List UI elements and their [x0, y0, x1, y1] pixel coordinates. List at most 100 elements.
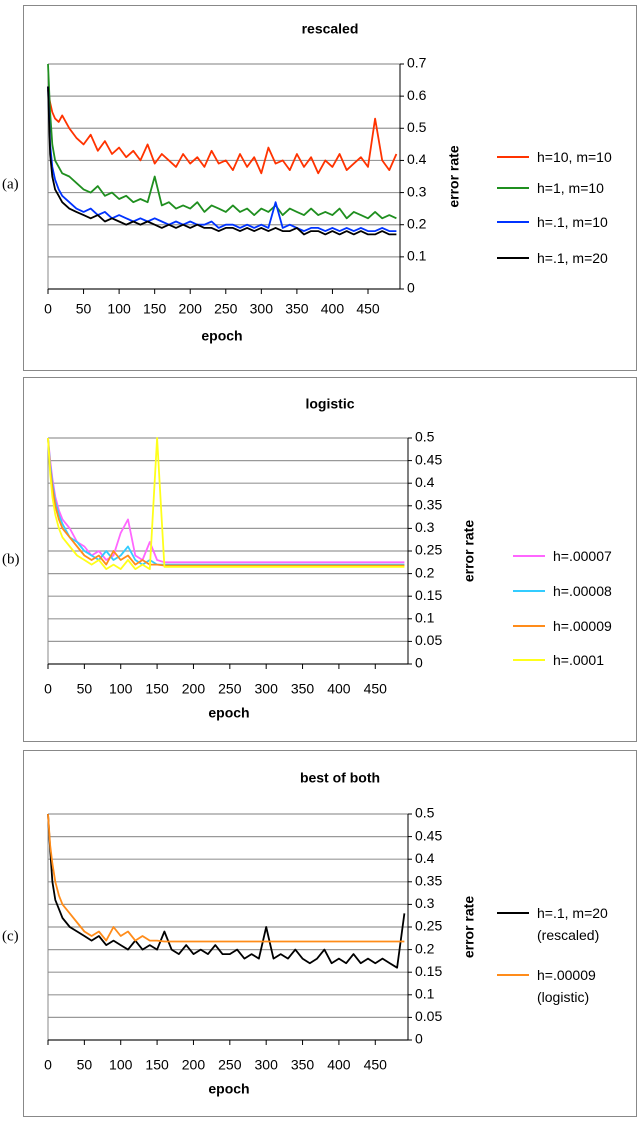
y-tick-label: 0.35 — [415, 873, 442, 889]
y-tick-label: 0.1 — [407, 248, 427, 264]
legend-label: h=.1, m=20 — [537, 250, 608, 266]
y-tick-label: 0.3 — [415, 895, 435, 911]
y-tick-label: 0.3 — [415, 519, 435, 535]
y-tick-label: 0.5 — [407, 119, 427, 135]
y-axis-label: error rate — [446, 145, 462, 207]
series-line — [47, 437, 405, 567]
x-tick-label: 400 — [327, 1057, 351, 1073]
y-tick-label: 0.05 — [415, 1008, 442, 1024]
y-tick-label: 0.4 — [415, 474, 435, 490]
x-tick-label: 100 — [109, 681, 133, 697]
y-tick-label: 0.4 — [407, 151, 427, 167]
y-tick-label: 0.35 — [415, 497, 442, 513]
legend-label: h=.00007 — [553, 548, 612, 564]
y-tick-label: 0.7 — [407, 55, 427, 71]
x-tick-label: 150 — [143, 301, 167, 317]
panel-label: (a) — [2, 176, 19, 192]
legend-label: h=1, m=10 — [537, 180, 604, 196]
x-tick-label: 350 — [291, 1057, 315, 1073]
x-tick-label: 100 — [109, 1057, 133, 1073]
y-tick-label: 0.45 — [415, 451, 442, 467]
y-tick-label: 0.15 — [415, 587, 442, 603]
x-axis-label: epoch — [208, 1081, 249, 1097]
x-tick-label: 400 — [321, 301, 345, 317]
chart-title: rescaled — [302, 21, 359, 37]
x-tick-label: 450 — [364, 681, 388, 697]
y-tick-label: 0 — [415, 1031, 423, 1047]
y-tick-label: 0.3 — [407, 183, 427, 199]
y-tick-label: 0.1 — [415, 986, 435, 1002]
legend-item: h=.00009 — [553, 618, 612, 634]
x-tick-label: 150 — [145, 1057, 169, 1073]
legend-item: h=.0001 — [553, 652, 604, 668]
y-tick-label: 0.05 — [415, 632, 442, 648]
x-tick-label: 200 — [182, 1057, 206, 1073]
x-tick-label: 200 — [179, 301, 203, 317]
y-tick-label: 0.45 — [415, 827, 442, 843]
y-tick-label: 0.2 — [415, 940, 435, 956]
legend-label: h=.1, m=20 (rescaled) — [537, 905, 608, 943]
y-axis-label: error rate — [461, 520, 477, 582]
y-tick-label: 0.5 — [415, 429, 435, 445]
panel-frame — [23, 5, 637, 371]
series-line — [47, 437, 405, 564]
y-tick-label: 0.2 — [407, 215, 427, 231]
y-tick-label: 0 — [407, 280, 415, 296]
x-axis-label: epoch — [201, 328, 242, 344]
series-line — [47, 89, 398, 175]
x-tick-label: 350 — [285, 301, 309, 317]
x-tick-label: 400 — [327, 681, 351, 697]
y-tick-label: 0 — [415, 655, 423, 671]
x-tick-label: 50 — [76, 301, 92, 317]
x-tick-label: 0 — [44, 681, 52, 697]
legend-item: h=.1, m=10 — [537, 214, 608, 230]
x-tick-label: 50 — [77, 681, 93, 697]
y-tick-label: 0.5 — [415, 805, 435, 821]
legend-label: h=.00008 — [553, 583, 612, 599]
x-axis-label: epoch — [208, 705, 249, 721]
y-tick-label: 0.15 — [415, 963, 442, 979]
y-tick-label: 0.25 — [415, 918, 442, 934]
x-tick-label: 250 — [218, 1057, 242, 1073]
x-tick-label: 0 — [44, 1057, 52, 1073]
legend-item: h=1, m=10 — [537, 180, 604, 196]
x-tick-label: 300 — [255, 1057, 279, 1073]
legend-label: h=.00009 (logistic) — [537, 967, 596, 1005]
legend-item: h=.00009 (logistic) — [537, 967, 596, 1005]
x-tick-label: 50 — [77, 1057, 93, 1073]
y-tick-label: 0.1 — [415, 610, 435, 626]
x-tick-label: 250 — [218, 681, 242, 697]
y-axis-label: error rate — [461, 896, 477, 958]
legend-label: h=.00009 — [553, 618, 612, 634]
x-tick-label: 0 — [44, 301, 52, 317]
x-tick-label: 250 — [214, 301, 238, 317]
x-tick-label: 100 — [107, 301, 131, 317]
panel-label: (c) — [2, 928, 19, 944]
series-line — [47, 63, 397, 220]
legend-item: h=.1, m=20 — [537, 250, 608, 266]
legend-item: h=.00008 — [553, 583, 612, 599]
y-tick-label: 0.4 — [415, 850, 435, 866]
panel-label: (b) — [2, 551, 20, 567]
x-tick-label: 300 — [255, 681, 279, 697]
legend-item: h=.1, m=20 (rescaled) — [537, 905, 608, 943]
legend-label: h=10, m=10 — [537, 149, 612, 165]
legend-item: h=10, m=10 — [537, 149, 612, 165]
x-tick-label: 450 — [364, 1057, 388, 1073]
chart-title: logistic — [305, 396, 354, 412]
legend-label: h=.1, m=10 — [537, 214, 608, 230]
series-line — [47, 813, 405, 943]
series-line — [47, 86, 397, 236]
series-line — [47, 437, 405, 570]
series-line — [47, 86, 397, 233]
chart-title: best of both — [300, 770, 380, 786]
y-tick-label: 0.2 — [415, 564, 435, 580]
legend-item: h=.00007 — [553, 548, 612, 564]
y-tick-label: 0.25 — [415, 542, 442, 558]
series-line — [47, 813, 406, 969]
x-tick-label: 150 — [145, 681, 169, 697]
x-tick-label: 200 — [182, 681, 206, 697]
x-tick-label: 300 — [250, 301, 274, 317]
x-tick-label: 350 — [291, 681, 315, 697]
